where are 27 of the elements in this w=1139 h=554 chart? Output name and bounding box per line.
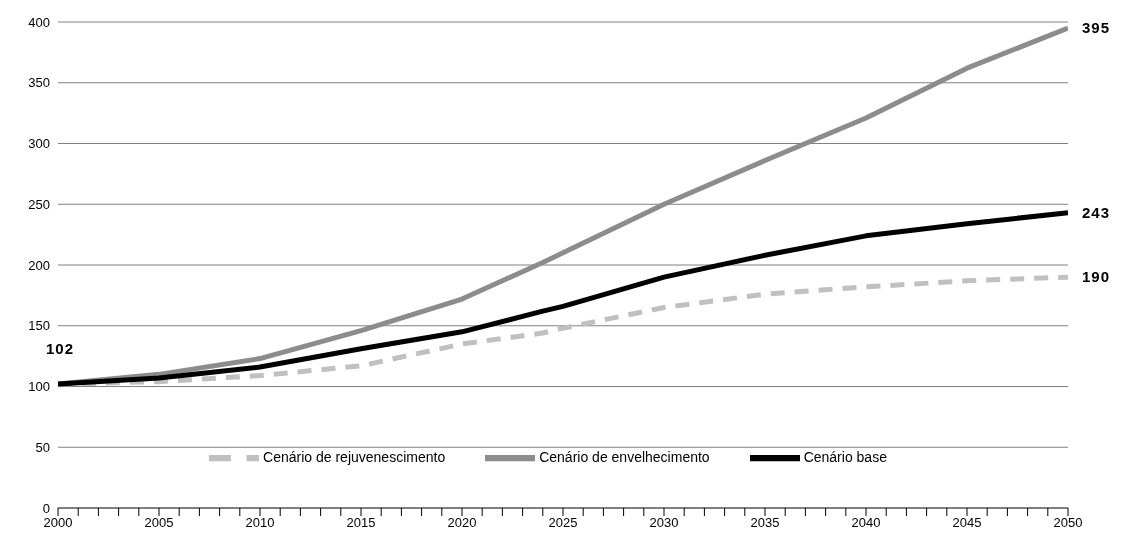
y-tick-label: 0 [42,500,50,516]
x-tick-label: 2010 [245,515,275,531]
x-tick-label: 2045 [952,515,982,531]
x-tick-label: 2025 [548,515,578,531]
y-tick-label: 300 [28,136,50,152]
y-tick-label: 350 [28,75,50,91]
y-tick-label: 200 [28,257,50,273]
x-tick-label: 2015 [346,515,376,531]
data-label: 243 [1082,203,1111,221]
x-tick-label: 2020 [447,515,477,531]
y-tick-label: 250 [28,196,50,212]
legend-label: Cenário de envelhecimento [539,449,710,466]
x-tick-label: 2000 [43,515,73,531]
data-label: 102 [46,340,75,358]
data-label: 190 [1082,268,1111,286]
x-tick-label: 2035 [750,515,780,531]
y-tick-label: 150 [28,318,50,334]
y-tick-label: 100 [28,379,50,395]
x-tick-label: 2050 [1053,515,1083,531]
x-tick-label: 2030 [649,515,679,531]
x-tick-label: 2040 [851,515,881,531]
y-tick-label: 400 [28,14,50,30]
legend-label: Cenário base [803,449,887,466]
legend-label: Cenário de rejuvenescimento [263,449,446,466]
x-tick-label: 2005 [144,515,174,531]
data-label: 395 [1082,19,1111,37]
y-tick-label: 50 [35,439,50,455]
